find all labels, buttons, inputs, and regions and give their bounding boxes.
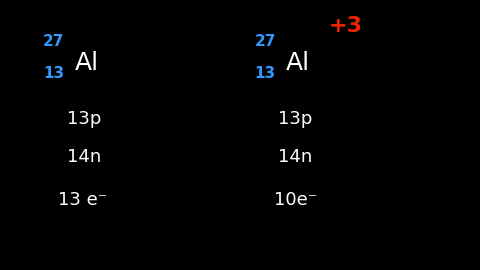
Text: 13 e⁻: 13 e⁻ [58, 191, 107, 209]
Text: +3: +3 [329, 16, 363, 36]
Text: 13p: 13p [278, 110, 313, 128]
Text: 10e⁻: 10e⁻ [274, 191, 317, 209]
Text: Al: Al [74, 51, 98, 75]
Text: 27: 27 [254, 34, 276, 49]
Text: Al: Al [286, 51, 310, 75]
Text: 14n: 14n [278, 148, 312, 166]
Text: 14n: 14n [67, 148, 101, 166]
Text: 13p: 13p [67, 110, 102, 128]
Text: 13: 13 [43, 66, 64, 81]
Text: 27: 27 [43, 34, 65, 49]
Text: 13: 13 [254, 66, 276, 81]
